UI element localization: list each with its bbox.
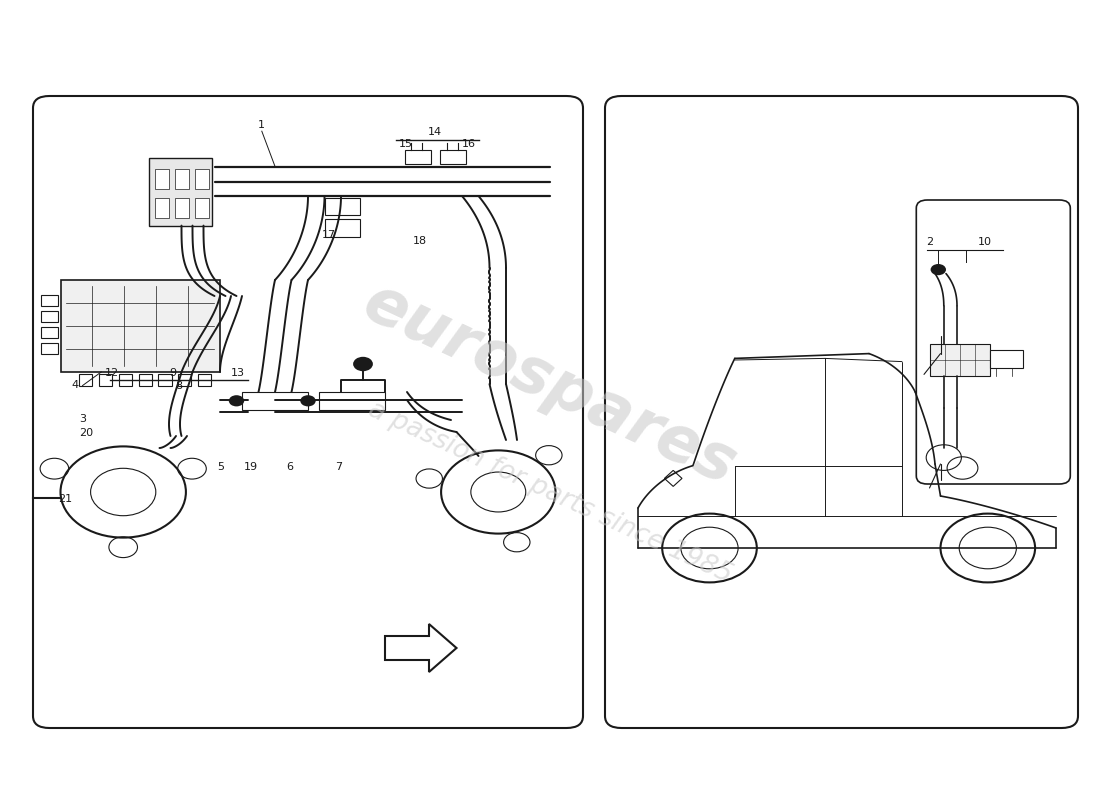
Bar bbox=[155, 169, 169, 189]
Circle shape bbox=[931, 264, 946, 275]
Text: 4: 4 bbox=[72, 380, 78, 390]
Text: 16: 16 bbox=[462, 139, 476, 149]
Bar bbox=[405, 150, 431, 164]
Text: 12: 12 bbox=[106, 368, 119, 378]
Text: eurospares: eurospares bbox=[354, 270, 746, 498]
FancyBboxPatch shape bbox=[33, 96, 583, 728]
Text: 5: 5 bbox=[217, 462, 223, 472]
Text: 19: 19 bbox=[244, 462, 258, 472]
Circle shape bbox=[300, 395, 316, 406]
Text: 2: 2 bbox=[926, 237, 933, 247]
Bar bbox=[79, 374, 92, 386]
Bar bbox=[41, 295, 58, 306]
Bar bbox=[99, 374, 112, 386]
Bar bbox=[990, 350, 1023, 368]
Bar bbox=[175, 169, 189, 189]
Bar bbox=[930, 344, 990, 376]
Text: a passion for parts since 1985: a passion for parts since 1985 bbox=[364, 396, 736, 588]
Bar bbox=[41, 343, 58, 354]
Bar bbox=[60, 280, 220, 372]
Text: 13: 13 bbox=[231, 368, 244, 378]
FancyBboxPatch shape bbox=[916, 200, 1070, 484]
Bar bbox=[158, 374, 172, 386]
Bar bbox=[175, 198, 189, 218]
Bar bbox=[155, 198, 169, 218]
Bar bbox=[41, 311, 58, 322]
Bar bbox=[195, 198, 209, 218]
Polygon shape bbox=[385, 624, 456, 672]
Text: 1: 1 bbox=[258, 120, 265, 130]
Bar bbox=[319, 392, 385, 410]
Bar bbox=[198, 374, 211, 386]
Bar bbox=[139, 374, 152, 386]
Text: 7: 7 bbox=[336, 462, 342, 472]
Bar bbox=[440, 150, 466, 164]
Circle shape bbox=[353, 357, 373, 371]
Bar bbox=[148, 158, 212, 226]
FancyBboxPatch shape bbox=[605, 96, 1078, 728]
Bar bbox=[324, 219, 360, 237]
Text: 6: 6 bbox=[286, 462, 293, 472]
Text: 8: 8 bbox=[176, 381, 183, 391]
Text: 10: 10 bbox=[978, 237, 991, 247]
Circle shape bbox=[229, 395, 244, 406]
Text: 20: 20 bbox=[79, 428, 94, 438]
Bar bbox=[242, 392, 308, 410]
Text: 21: 21 bbox=[58, 494, 73, 504]
Bar bbox=[324, 198, 360, 215]
Bar bbox=[119, 374, 132, 386]
Bar bbox=[178, 374, 191, 386]
Bar bbox=[195, 169, 209, 189]
Text: 3: 3 bbox=[79, 414, 86, 424]
Text: 14: 14 bbox=[428, 127, 441, 138]
Text: 17: 17 bbox=[322, 230, 337, 240]
Text: 15: 15 bbox=[399, 139, 414, 149]
Text: 9: 9 bbox=[169, 368, 176, 378]
Bar bbox=[41, 327, 58, 338]
Text: 18: 18 bbox=[412, 236, 427, 246]
